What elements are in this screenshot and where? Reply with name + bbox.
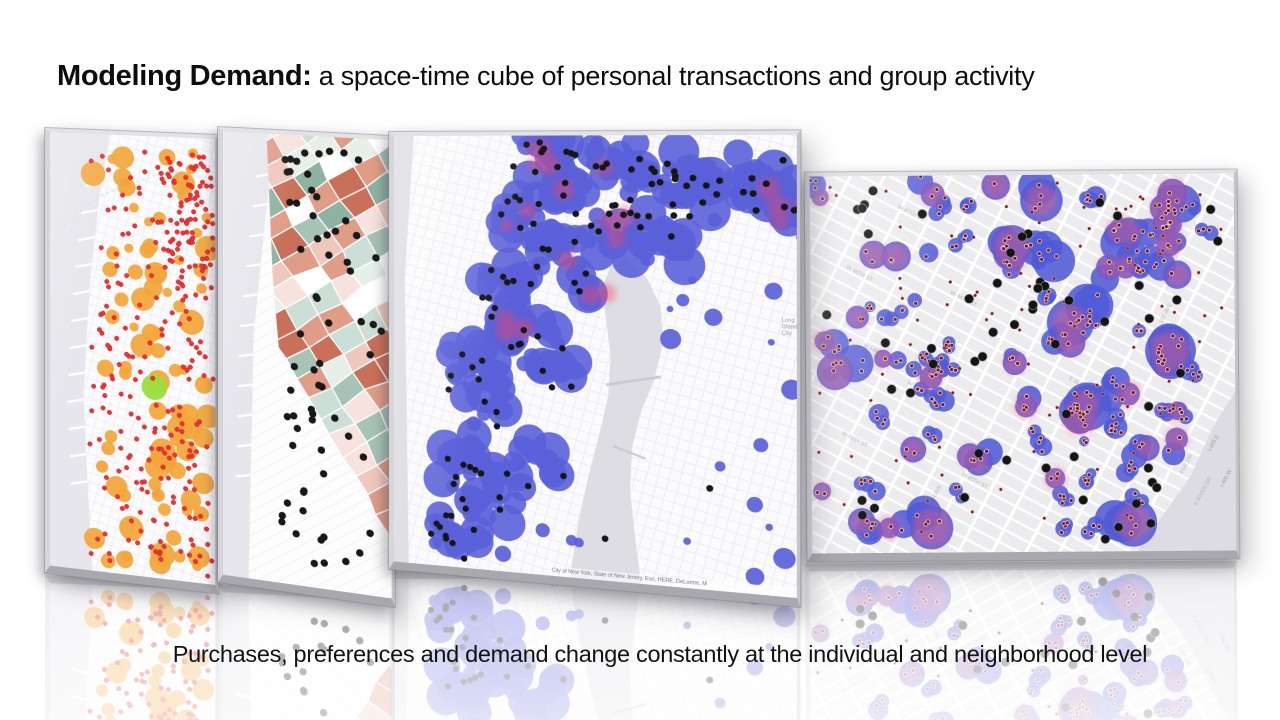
svg-text:9TH AVE: 9TH AVE <box>926 617 942 640</box>
svg-text:I-495 E: I-495 E <box>1206 667 1220 686</box>
slide-caption: Purchases, preferences and demand change… <box>172 641 1148 667</box>
map-place-label: Long Island City <box>781 317 797 338</box>
map-panel-choropleth <box>218 127 395 608</box>
map-panel-density: Long Island City City of New York, State… <box>389 130 801 608</box>
map-panel-transactions <box>45 128 219 594</box>
slide-title-emphasis: Modeling Demand: <box>57 60 312 92</box>
svg-text:E RIVER DR: E RIVER DR <box>1192 613 1212 644</box>
map-panel-street-density: W 47TH STW 45TH STW 44TH STW 43RD STW 42… <box>804 169 1240 562</box>
slide-title: Modeling Demand: a space-time cube of pe… <box>57 60 1217 93</box>
map-canvas <box>222 131 392 599</box>
map-canvas: W 47TH STW 45TH STW 44TH STW 43RD STW 42… <box>809 173 1237 554</box>
map-canvas <box>393 134 797 599</box>
svg-text:W 41ST ST: W 41ST ST <box>840 675 868 694</box>
map-canvas <box>49 132 216 585</box>
slide-title-rest: a space-time cube of personal transactio… <box>311 61 1035 91</box>
